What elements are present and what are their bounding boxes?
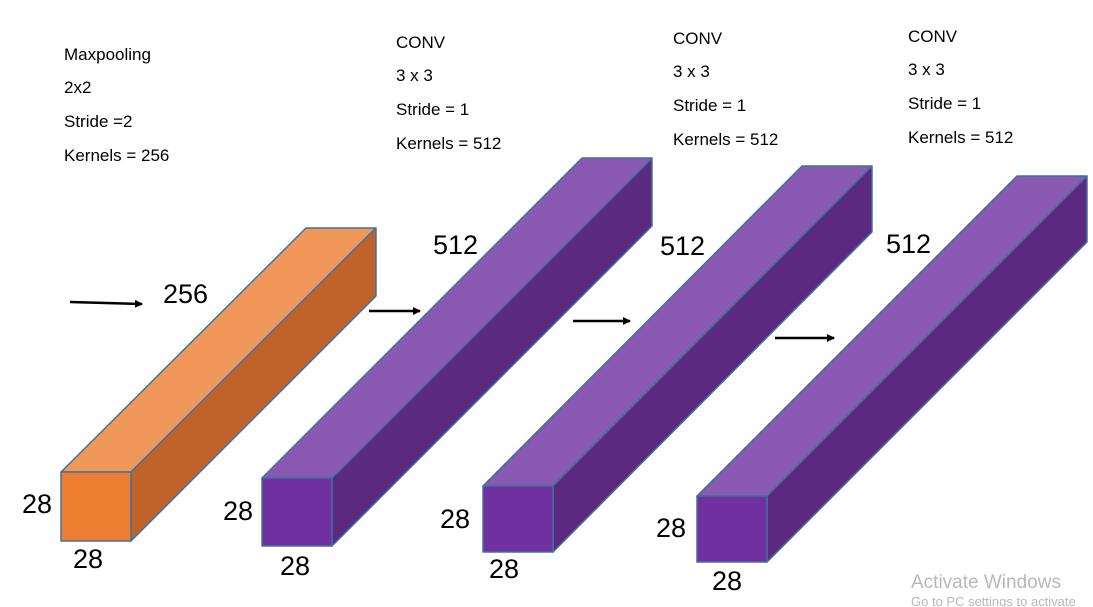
height-label: 28 xyxy=(440,504,470,534)
spec-line: Kernels = 256 xyxy=(64,146,169,165)
spec-line: 3 x 3 xyxy=(396,66,433,85)
height-label: 28 xyxy=(223,496,253,526)
spec-line: Kernels = 512 xyxy=(673,130,778,149)
block xyxy=(261,157,653,547)
spec-line: Stride =2 xyxy=(64,112,133,131)
spec-line: CONV xyxy=(908,27,958,46)
width-label: 28 xyxy=(712,566,742,596)
block xyxy=(482,165,873,553)
spec-line: 2x2 xyxy=(64,78,91,97)
height-label: 28 xyxy=(22,489,52,519)
depth-label: 512 xyxy=(433,230,478,260)
spec-line: Maxpooling xyxy=(64,45,151,64)
spec-line: CONV xyxy=(673,29,723,48)
block-front xyxy=(60,471,132,542)
spec-line: CONV xyxy=(396,33,446,52)
spec-line: Stride = 1 xyxy=(673,96,746,115)
spec-line: Stride = 1 xyxy=(396,100,469,119)
block xyxy=(696,175,1088,563)
arrow xyxy=(69,299,143,308)
block xyxy=(60,227,377,542)
depth-label: 256 xyxy=(163,279,208,309)
width-label: 28 xyxy=(73,544,103,574)
watermark-subtitle: Go to PC settings to activate xyxy=(911,594,1076,607)
depth-label: 512 xyxy=(886,229,931,259)
spec-line: Kernels = 512 xyxy=(908,128,1013,147)
width-label: 28 xyxy=(489,554,519,584)
block-front xyxy=(696,495,768,563)
block-front xyxy=(482,485,554,553)
watermark-title: Activate Windows xyxy=(911,572,1061,593)
spec-line: 3 x 3 xyxy=(908,60,945,79)
width-label: 28 xyxy=(280,551,310,581)
spec-line: Kernels = 512 xyxy=(396,134,501,153)
block-front xyxy=(261,477,333,547)
depth-label: 512 xyxy=(660,231,705,261)
height-label: 28 xyxy=(656,513,686,543)
spec-line: Stride = 1 xyxy=(908,94,981,113)
spec-line: 3 x 3 xyxy=(673,62,710,81)
